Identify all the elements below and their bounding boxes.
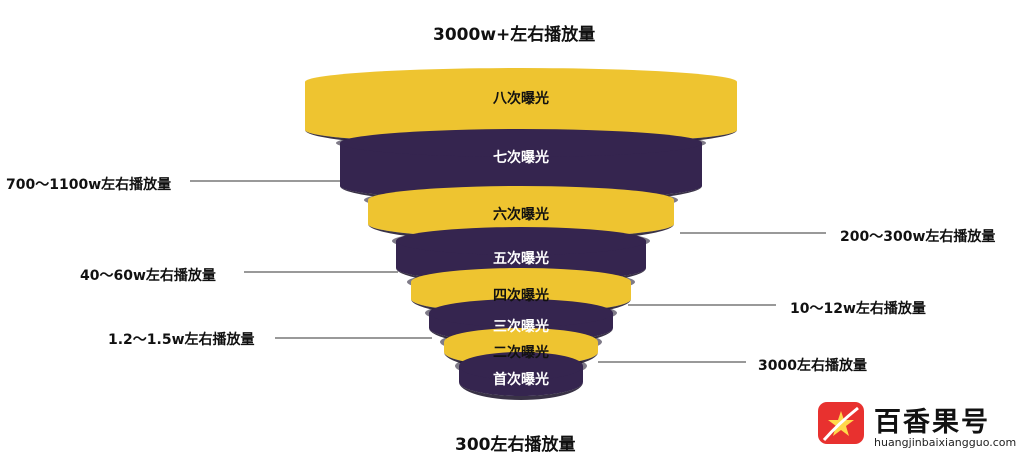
bottom-label: 300左右播放量 — [455, 435, 576, 455]
watermark-name: 百香果号 — [874, 407, 990, 438]
funnel-layer-top — [429, 299, 613, 327]
funnel-layer-top — [305, 68, 737, 96]
callout-left-2: 40～60w左右播放量 — [80, 268, 216, 284]
callout-right-3: 3000左右播放量 — [758, 358, 867, 374]
level-3-label: 三次曝光 — [493, 319, 549, 335]
level-1-label: 首次曝光 — [493, 372, 549, 388]
watermark-url: huangjinbaixiangguo.com — [874, 436, 1017, 449]
top-label: 3000w+左右播放量 — [433, 25, 596, 45]
funnel-layer-top — [459, 352, 583, 380]
callout-left-1: 700～1100w左右播放量 — [6, 177, 172, 193]
funnel-layer-top — [411, 268, 631, 296]
funnel-layer-shadow — [459, 382, 583, 400]
funnel-layer-top — [340, 129, 702, 157]
level-6-label: 六次曝光 — [493, 207, 549, 223]
funnel-layer-top — [368, 186, 674, 214]
callout-left-3: 1.2～1.5w左右播放量 — [108, 332, 255, 348]
callout-right-1: 200～300w左右播放量 — [840, 229, 996, 245]
level-2-label: 二次曝光 — [493, 345, 549, 361]
level-8-label: 八次曝光 — [493, 91, 549, 107]
watermark: 百香果号 huangjinbaixiangguo.com — [818, 398, 1018, 454]
funnel-layer-top — [396, 227, 646, 255]
funnel-layer-1 — [459, 352, 583, 400]
brand-logo-icon — [818, 402, 864, 444]
funnel-layer-body — [305, 82, 737, 144]
funnel-layer-top — [444, 328, 598, 356]
callout-right-2: 10～12w左右播放量 — [790, 301, 926, 317]
level-4-label: 四次曝光 — [493, 288, 549, 304]
funnel-layer-body — [340, 143, 702, 200]
level-7-label: 七次曝光 — [493, 150, 549, 166]
level-5-label: 五次曝光 — [493, 251, 549, 267]
